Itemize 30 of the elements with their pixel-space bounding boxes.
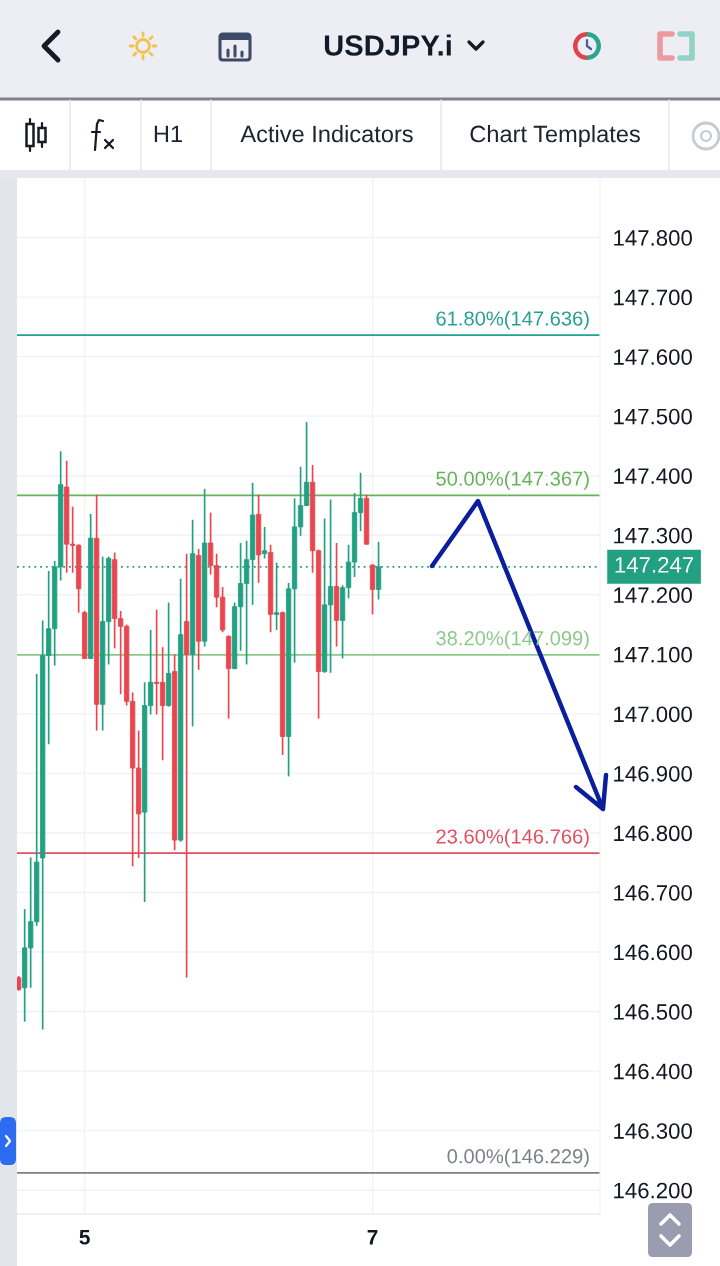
y-tick-label: 147.300 — [614, 527, 692, 544]
candlestick — [261, 526, 268, 560]
y-tick-label: 147.200 — [614, 587, 692, 604]
y-tick-label: 146.900 — [614, 765, 692, 782]
ref-line-label: 50.00%(147.367) — [436, 471, 589, 490]
y-tick-label: 146.400 — [614, 1063, 692, 1080]
y-tick-label: 146.200 — [614, 1182, 692, 1199]
y-tick-label: 146.800 — [614, 825, 692, 842]
text: Chart Templates — [470, 125, 640, 148]
ref-line-label: 23.60%(146.766) — [436, 828, 589, 848]
x-tick-label: 7 — [367, 1230, 378, 1245]
candlestick — [183, 552, 190, 979]
text: H1 — [154, 125, 182, 143]
ref-line-label: 0.00%(146.229) — [447, 1148, 589, 1168]
y-tick-label: 146.300 — [614, 1123, 692, 1139]
y-tick-label: 146.600 — [614, 944, 692, 961]
y-tick-label: 147.000 — [614, 706, 692, 723]
y-tick-label: 147.100 — [614, 646, 692, 663]
x-tick-label: 5 — [79, 1230, 90, 1245]
chart-title: USDJPY.i — [324, 34, 451, 56]
ref-line-label: 61.80%(147.636) — [436, 310, 589, 330]
y-tick-label: 147.500 — [614, 408, 692, 425]
y-tick-label: 147.400 — [614, 468, 692, 484]
y-tick-label: 147.800 — [614, 230, 692, 246]
ref-line-label: 147.247 — [615, 557, 694, 573]
text: Active Indicators — [240, 125, 413, 143]
y-tick-label: 147.600 — [614, 349, 692, 365]
y-tick-label: 147.700 — [614, 289, 692, 306]
y-tick-label: 146.700 — [614, 885, 692, 901]
y-tick-label: 146.500 — [614, 1004, 692, 1020]
